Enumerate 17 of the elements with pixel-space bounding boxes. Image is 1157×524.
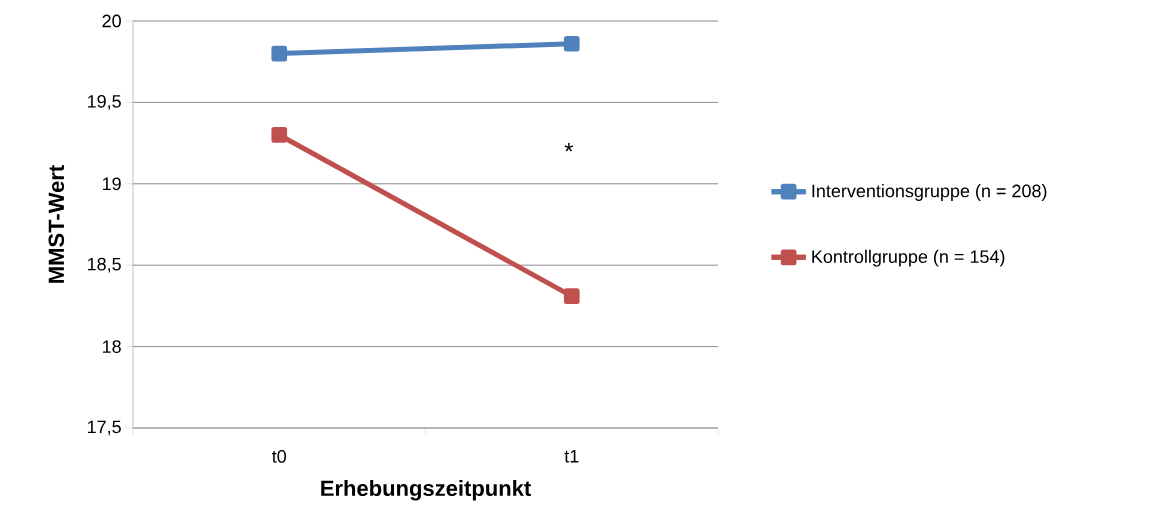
- y-axis-title: MMST-Wert: [48, 165, 65, 283]
- y-tick-label: 18,5: [87, 257, 121, 273]
- point: [271, 45, 288, 62]
- x-axis-title: Erhebungszeitpunkt: [321, 479, 531, 501]
- y-tick-label: 17,5: [87, 420, 121, 436]
- x-tick-label: t1: [564, 450, 579, 463]
- point: [563, 35, 580, 52]
- y-tick-label: 19,5: [87, 94, 121, 110]
- point: [271, 127, 288, 143]
- y-tick-label: 20: [102, 14, 121, 28]
- legend-label: Interventionsgruppe (n = 208): [812, 184, 1047, 201]
- x-tick-label: t0: [272, 450, 287, 463]
- y-tick-label: 18: [102, 340, 121, 353]
- annotation: *: [564, 142, 574, 152]
- y-tick-label: 19: [102, 177, 121, 191]
- legend-label: Kontrollgruppe (n = 154): [812, 249, 1005, 267]
- point: [563, 288, 580, 304]
